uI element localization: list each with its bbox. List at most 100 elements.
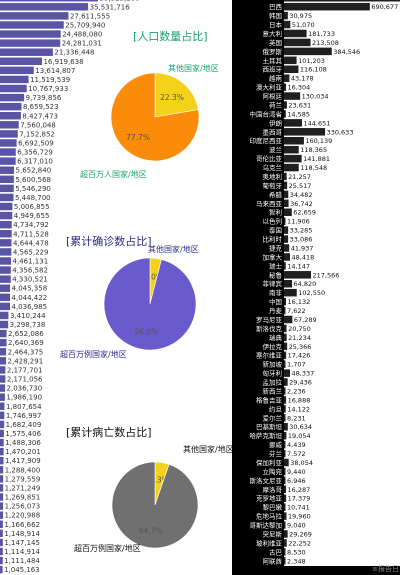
population-bar-value-label: 5,652,840 xyxy=(16,167,52,175)
deaths-bar-value-label: 25,366 xyxy=(289,343,312,351)
deaths-bar-value-label: 181,733 xyxy=(308,30,335,38)
deaths-bar xyxy=(284,0,400,2)
deaths-bar-value-label: 118,548 xyxy=(300,164,327,172)
population-bar-chart: 39,523,20035,531,71627,611,55525,709,940… xyxy=(0,0,140,574)
population-bar-value-label: 4,949,655 xyxy=(14,212,50,220)
deaths-bar-value-label: 9,440 xyxy=(287,468,306,476)
deaths-bar-value-label: 41,937 xyxy=(291,244,314,252)
pie-slice-percent-label: 77.7% xyxy=(126,133,150,142)
population-bar-value-label: 1,147,145 xyxy=(4,539,40,547)
country-label: 奥地利 xyxy=(263,172,283,181)
deaths-bar-value-label: 16,888 xyxy=(288,396,311,404)
deaths-bar-value-label: 101,203 xyxy=(298,57,325,65)
deaths-bar-value-label: 144,651 xyxy=(303,119,330,127)
population-bar-value-label: 2,428,291 xyxy=(8,357,44,365)
population-bar-value-label: 1,269,851 xyxy=(5,494,41,502)
population-bar-value-label: 1,682,409 xyxy=(6,421,42,429)
deaths-bar-value-label: 21,257 xyxy=(288,173,311,181)
deaths-bar-value-label: 8,231 xyxy=(287,414,306,422)
population-bar xyxy=(0,311,9,320)
population-bar xyxy=(0,402,5,410)
deaths-bar xyxy=(284,145,299,154)
pie-slice-percent-label: 94.7% xyxy=(139,526,163,535)
deaths-bar xyxy=(284,217,286,225)
deaths-bar-value-label: 9,040 xyxy=(287,522,306,530)
country-label: 巴西 xyxy=(269,3,283,11)
country-label: 伊朗 xyxy=(269,118,282,127)
deaths-bar xyxy=(284,387,286,395)
population-bar xyxy=(0,220,12,229)
country-label: 爱尔兰 xyxy=(263,413,283,422)
population-bar xyxy=(0,302,11,311)
deaths-bar-value-label: 33,285 xyxy=(290,227,313,235)
deaths-bar xyxy=(284,38,311,47)
population-bar-value-label: 25,709,940 xyxy=(65,21,105,29)
country-label: 哥伦比亚 xyxy=(256,154,283,163)
country-label: 伊拉克 xyxy=(263,342,283,351)
pie-category-label: 超百万例国家/地区 xyxy=(74,543,141,553)
deaths-bar xyxy=(284,29,307,38)
population-bar xyxy=(0,3,89,11)
country-label: 格鲁吉亚 xyxy=(256,395,283,404)
country-label: 巴基斯坦 xyxy=(256,422,283,431)
deaths-bar-value-label: 30,975 xyxy=(289,12,312,20)
deaths-bar-value-label: 17,379 xyxy=(288,495,311,503)
population-bar-value-label: 4,565,229 xyxy=(13,248,49,256)
deaths-bar-value-label: 29,269 xyxy=(289,530,312,538)
country-label: 韩国 xyxy=(269,11,282,20)
country-label: 芬兰 xyxy=(269,449,283,458)
pie-title: [累计确诊数占比] xyxy=(66,234,152,248)
country-label: 古巴 xyxy=(269,547,283,556)
population-bar xyxy=(0,148,16,156)
population-bar xyxy=(0,357,7,365)
population-bar xyxy=(0,166,15,174)
population-bar-value-label: 4,044,422 xyxy=(12,294,48,302)
deaths-bar-value-label: 64,820 xyxy=(294,280,317,288)
deaths-bar xyxy=(284,530,288,538)
deaths-bar xyxy=(284,431,287,440)
population-bar-value-label: 3,298,738 xyxy=(10,321,46,329)
deaths-bar xyxy=(284,137,304,145)
population-bar-value-label: 6,317,010 xyxy=(17,158,53,166)
deaths-bar-value-label: 102,550 xyxy=(298,289,325,297)
population-bar-value-label: 7,152,852 xyxy=(19,130,55,138)
deaths-bar-chart: 1,086,347690,677巴西30,975韩国51,070日本181,73… xyxy=(250,0,400,565)
country-label: 阿根廷 xyxy=(263,92,283,101)
deaths-bar-value-label: 43,178 xyxy=(291,75,314,83)
population-bar xyxy=(0,275,11,283)
country-label: 丹麦 xyxy=(269,306,283,315)
share-pie-charts: 22.3%77.7%[人口数量占比]其他国家/地区超百万人国家/地区4.0%96… xyxy=(60,29,234,553)
population-bar xyxy=(0,93,25,102)
population-bar xyxy=(0,393,5,401)
population-bar xyxy=(0,348,7,356)
deaths-bar-value-label: 2,348 xyxy=(287,557,306,565)
country-label: 立陶宛 xyxy=(263,467,283,476)
country-label: 比利时 xyxy=(263,235,283,244)
pie-category-label: 超百万人国家/地区 xyxy=(80,169,147,179)
pie-category-label: 其他国家/地区 xyxy=(148,244,199,254)
deaths-bar xyxy=(284,101,287,109)
deaths-bar-value-label: 19,960 xyxy=(288,513,311,521)
population-bar xyxy=(0,520,3,528)
population-bar xyxy=(0,538,3,547)
country-label: 葡萄牙 xyxy=(263,181,283,190)
deaths-bar-value-label: 16,132 xyxy=(288,298,311,306)
deaths-bar xyxy=(284,405,286,413)
deaths-bar xyxy=(284,208,292,217)
country-label: 意大利 xyxy=(263,29,283,38)
population-bar xyxy=(0,84,27,93)
deaths-bar-value-label: 6,946 xyxy=(287,477,306,485)
population-bar xyxy=(0,366,6,374)
country-label: 危地马拉 xyxy=(256,512,283,521)
deaths-bar-value-label: 2,236 xyxy=(287,387,306,395)
population-bar xyxy=(0,39,61,47)
population-bar-value-label: 27,611,555 xyxy=(70,12,110,20)
deaths-bar-value-label: 25,517 xyxy=(289,182,312,190)
country-label: 菲律宾 xyxy=(263,279,283,288)
population-bar-value-label: 24,488,080 xyxy=(62,31,102,39)
country-label: 俄罗斯 xyxy=(263,47,283,56)
deaths-bar-value-label: 14,122 xyxy=(287,405,310,413)
deaths-bar xyxy=(284,503,286,511)
population-bar xyxy=(0,502,4,510)
population-bar-value-label: 3,410,244 xyxy=(10,312,46,320)
